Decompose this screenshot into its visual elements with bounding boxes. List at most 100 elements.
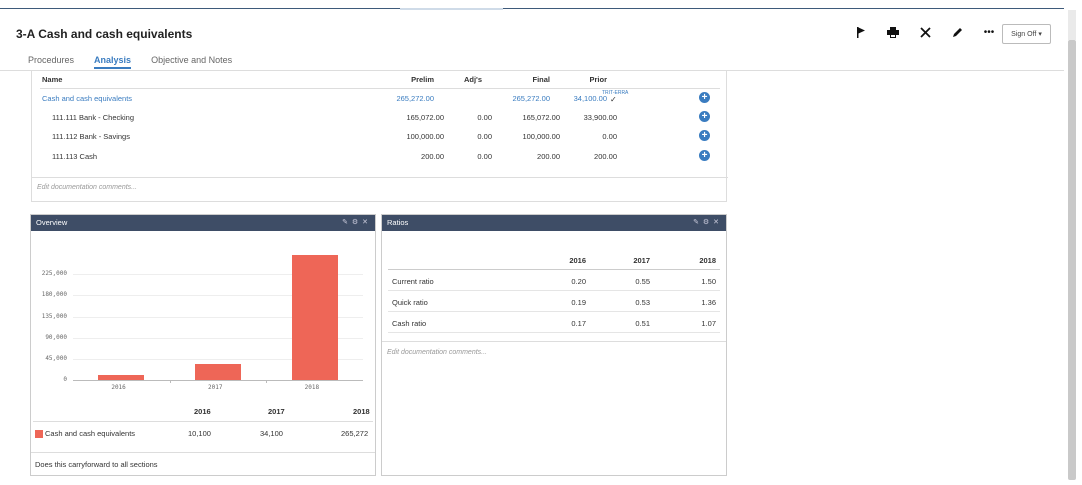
overview-title: Overview bbox=[36, 218, 68, 227]
ratio-value: 0.19 bbox=[571, 298, 586, 307]
close-icon[interactable]: ✕ bbox=[713, 219, 720, 226]
x-tick-label: 2017 bbox=[208, 384, 223, 391]
balances-table-panel: Name Prelim Adj's Final Prior Cash and c… bbox=[31, 70, 728, 202]
gridline bbox=[73, 316, 363, 318]
col-final: Final bbox=[532, 75, 550, 84]
row-final: 100,000.00 bbox=[522, 132, 560, 141]
y-tick-label: 180,000 bbox=[41, 291, 67, 299]
overview-panel: Overview ✎ ⚙ ✕ 0 45,000 90,000 135,000 180,0… bbox=[30, 214, 376, 476]
bar-chart: 0 45,000 90,000 135,000 180,000 225,000 2016 20… bbox=[31, 231, 375, 401]
edit-icon[interactable]: ✎ bbox=[342, 219, 349, 226]
carryforward-note: Does this carryforward to all sections bbox=[35, 460, 158, 469]
row-adj: 0.00 bbox=[477, 132, 492, 141]
row-adj: 0.00 bbox=[477, 113, 492, 122]
ratio-value: 0.20 bbox=[571, 277, 586, 286]
tab-objective-and-notes[interactable]: Objective and Notes bbox=[151, 55, 233, 65]
tab-procedures[interactable]: Procedures bbox=[28, 55, 75, 65]
sign-off-button[interactable]: Sign Off ▾ bbox=[1002, 24, 1051, 44]
ratio-value: 1.36 bbox=[701, 298, 716, 307]
row-final: 200.00 bbox=[537, 152, 560, 161]
tools-icon[interactable] bbox=[918, 25, 932, 39]
tab-analysis[interactable]: Analysis bbox=[94, 55, 132, 69]
y-tick-label: 45,000 bbox=[45, 354, 67, 362]
settings-icon[interactable]: ⚙ bbox=[351, 219, 360, 226]
legend-label: Cash and cash equivalents bbox=[45, 429, 136, 438]
y-tick-label: 0 bbox=[63, 376, 67, 383]
row-name: 111.112 Bank - Savings bbox=[52, 132, 130, 141]
footer-divider bbox=[31, 452, 375, 453]
scrollbar-thumb[interactable] bbox=[1068, 40, 1076, 480]
row-prior: 33,900.00 bbox=[583, 113, 617, 122]
table-row[interactable]: 111.112 Bank - Savings 100,000.00 0.00 1… bbox=[50, 127, 720, 146]
top-border bbox=[0, 8, 1064, 9]
close-icon[interactable]: ✕ bbox=[362, 219, 369, 226]
settings-icon[interactable]: ⚙ bbox=[702, 219, 711, 226]
add-icon[interactable]: + bbox=[699, 111, 710, 122]
summary-value-2016: 10,100 bbox=[188, 429, 211, 438]
tabs-divider bbox=[0, 70, 1064, 71]
ratios-panel: Ratios ✎ ⚙ ✕ 2016 2017 2018 Current rati… bbox=[381, 214, 727, 476]
legend-item: Cash and cash equivalents bbox=[35, 429, 136, 439]
table-row[interactable]: 111.113 Cash 200.00 0.00 200.00 200.00 + bbox=[50, 147, 720, 166]
add-icon[interactable]: + bbox=[699, 92, 710, 103]
ratio-value: 0.55 bbox=[635, 277, 650, 286]
table-row[interactable]: 111.111 Bank - Checking 165,072.00 0.00 … bbox=[50, 108, 720, 127]
scrollbar-track[interactable] bbox=[1068, 10, 1076, 40]
pencil-icon[interactable] bbox=[950, 25, 964, 39]
bar-2017[interactable] bbox=[195, 363, 241, 380]
summary-header-2017: 2017 bbox=[268, 407, 285, 416]
table-row[interactable]: Cash and cash equivalents 265,272.00 265… bbox=[40, 89, 720, 108]
bar-2018[interactable] bbox=[291, 255, 338, 380]
summary-header-2016: 2016 bbox=[194, 407, 211, 416]
row-prior: 34,100.00 bbox=[573, 94, 607, 103]
row-name: 111.111 Bank - Checking bbox=[52, 113, 134, 122]
more-icon[interactable]: ••• bbox=[983, 26, 995, 38]
ratio-value: 0.51 bbox=[635, 319, 650, 328]
y-tick-label: 225,000 bbox=[41, 270, 67, 278]
row-name[interactable]: Cash and cash equivalents bbox=[42, 94, 133, 103]
tickmark-label[interactable]: TRIT-ERRA bbox=[602, 90, 629, 96]
caret-down-icon: ▾ bbox=[1038, 31, 1042, 38]
ratio-label: Cash ratio bbox=[392, 319, 427, 328]
ratios-header-row: 2016 2017 2018 bbox=[388, 249, 720, 270]
toolbar: ••• bbox=[854, 25, 996, 39]
gridline bbox=[73, 358, 363, 360]
add-icon[interactable]: + bbox=[699, 130, 710, 141]
x-axis-line bbox=[73, 380, 363, 381]
gridline bbox=[73, 337, 363, 339]
ratios-col-2016: 2016 bbox=[569, 256, 586, 265]
y-tick-label: 135,000 bbox=[41, 312, 67, 320]
summary-value-2017: 34,100 bbox=[260, 429, 283, 438]
summary-header-2018: 2018 bbox=[353, 407, 370, 416]
documentation-comments-field[interactable]: Edit documentation comments... bbox=[37, 184, 137, 191]
documentation-comments-field[interactable]: Edit documentation comments... bbox=[387, 349, 487, 356]
flag-icon[interactable] bbox=[854, 25, 868, 39]
row-prior: 0.00 bbox=[602, 132, 617, 141]
ratio-value: 0.17 bbox=[571, 319, 586, 328]
comments-divider bbox=[32, 177, 728, 178]
print-icon[interactable] bbox=[886, 25, 900, 39]
row-final: 265,272.00 bbox=[512, 94, 550, 103]
tab-bar: Procedures Analysis Objective and Notes bbox=[28, 55, 232, 69]
col-prior: Prior bbox=[589, 75, 607, 84]
edit-icon[interactable]: ✎ bbox=[693, 219, 700, 226]
add-icon[interactable]: + bbox=[699, 150, 710, 161]
ratio-label: Quick ratio bbox=[392, 298, 428, 307]
x-tick-mark bbox=[266, 380, 268, 383]
ratios-col-2017: 2017 bbox=[633, 256, 650, 265]
row-final: 165,072.00 bbox=[522, 113, 560, 122]
bar-2016[interactable] bbox=[98, 375, 145, 380]
sign-off-label: Sign Off bbox=[1011, 30, 1037, 38]
table-row: Cash ratio 0.17 0.51 1.07 bbox=[388, 312, 720, 333]
col-prelim: Prelim bbox=[411, 75, 434, 84]
top-border-accent bbox=[400, 8, 503, 10]
col-adj: Adj's bbox=[463, 75, 482, 84]
table-header: Name Prelim Adj's Final Prior bbox=[40, 70, 720, 89]
row-prelim: 100,000.00 bbox=[406, 132, 444, 141]
gridline bbox=[73, 295, 363, 297]
gridline bbox=[73, 274, 363, 276]
summary-divider bbox=[33, 421, 373, 422]
table-row: Quick ratio 0.19 0.53 1.36 bbox=[388, 291, 720, 312]
y-tick-label: 90,000 bbox=[45, 333, 67, 341]
row-prelim: 200.00 bbox=[421, 152, 444, 161]
